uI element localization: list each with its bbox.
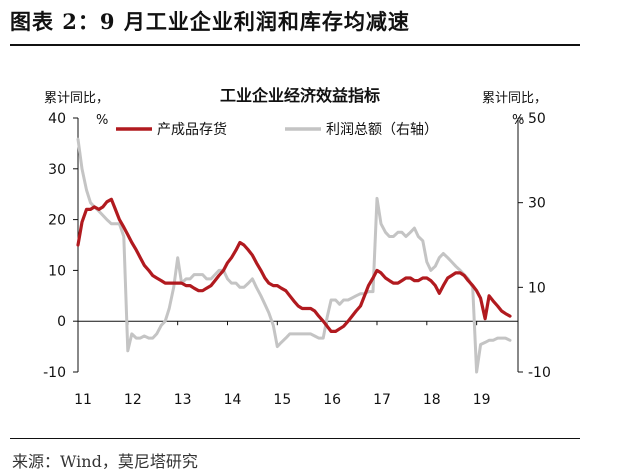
series-profit-line: [76, 137, 512, 374]
axes: -10 0 10 20 30 40 -10 10 30 50 11 12 13 14 15 16 17 18 19: [43, 111, 551, 408]
left-tick-label: -10: [43, 365, 66, 381]
x-tick-label: 18: [423, 392, 441, 408]
left-unit-percent: %: [96, 113, 108, 128]
right-tick-label: 30: [528, 196, 546, 212]
source-rule: [10, 438, 580, 439]
legend: 产成品存货 利润总额（右轴）: [116, 121, 438, 138]
legend-label-profit: 利润总额（右轴）: [326, 122, 438, 138]
left-tick-label: 20: [48, 213, 66, 229]
series-layer: [76, 137, 512, 374]
left-tick-label: 0: [57, 314, 66, 330]
right-tick-label: -10: [528, 365, 551, 381]
left-unit-label: 累计同比，: [44, 91, 109, 106]
right-tick-label: 10: [528, 280, 546, 296]
x-tick-label: 17: [373, 392, 391, 408]
x-tick-label: 15: [273, 392, 291, 408]
x-tick-label: 11: [74, 392, 92, 408]
left-tick-label: 10: [48, 263, 66, 279]
chart-title: 工业企业经济效益指标: [220, 86, 380, 105]
x-tick-label: 13: [174, 392, 192, 408]
x-tick-label: 14: [224, 392, 242, 408]
series-inventory-line: [76, 197, 512, 333]
source-note: 来源：Wind，莫尼塔研究: [12, 452, 198, 471]
x-tick-label: 12: [124, 392, 142, 408]
figure-title: 图表 2：9 月工业企业利润和库存均减速: [10, 9, 410, 34]
left-tick-label: 40: [48, 111, 66, 127]
legend-label-inventory: 产成品存货: [157, 121, 227, 138]
right-tick-label: 50: [528, 111, 546, 127]
left-tick-label: 30: [48, 162, 66, 178]
title-rule: [10, 44, 580, 46]
right-unit-label: 累计同比，: [482, 91, 547, 106]
x-tick-label: 16: [323, 392, 341, 408]
x-tick-label: 19: [473, 392, 491, 408]
